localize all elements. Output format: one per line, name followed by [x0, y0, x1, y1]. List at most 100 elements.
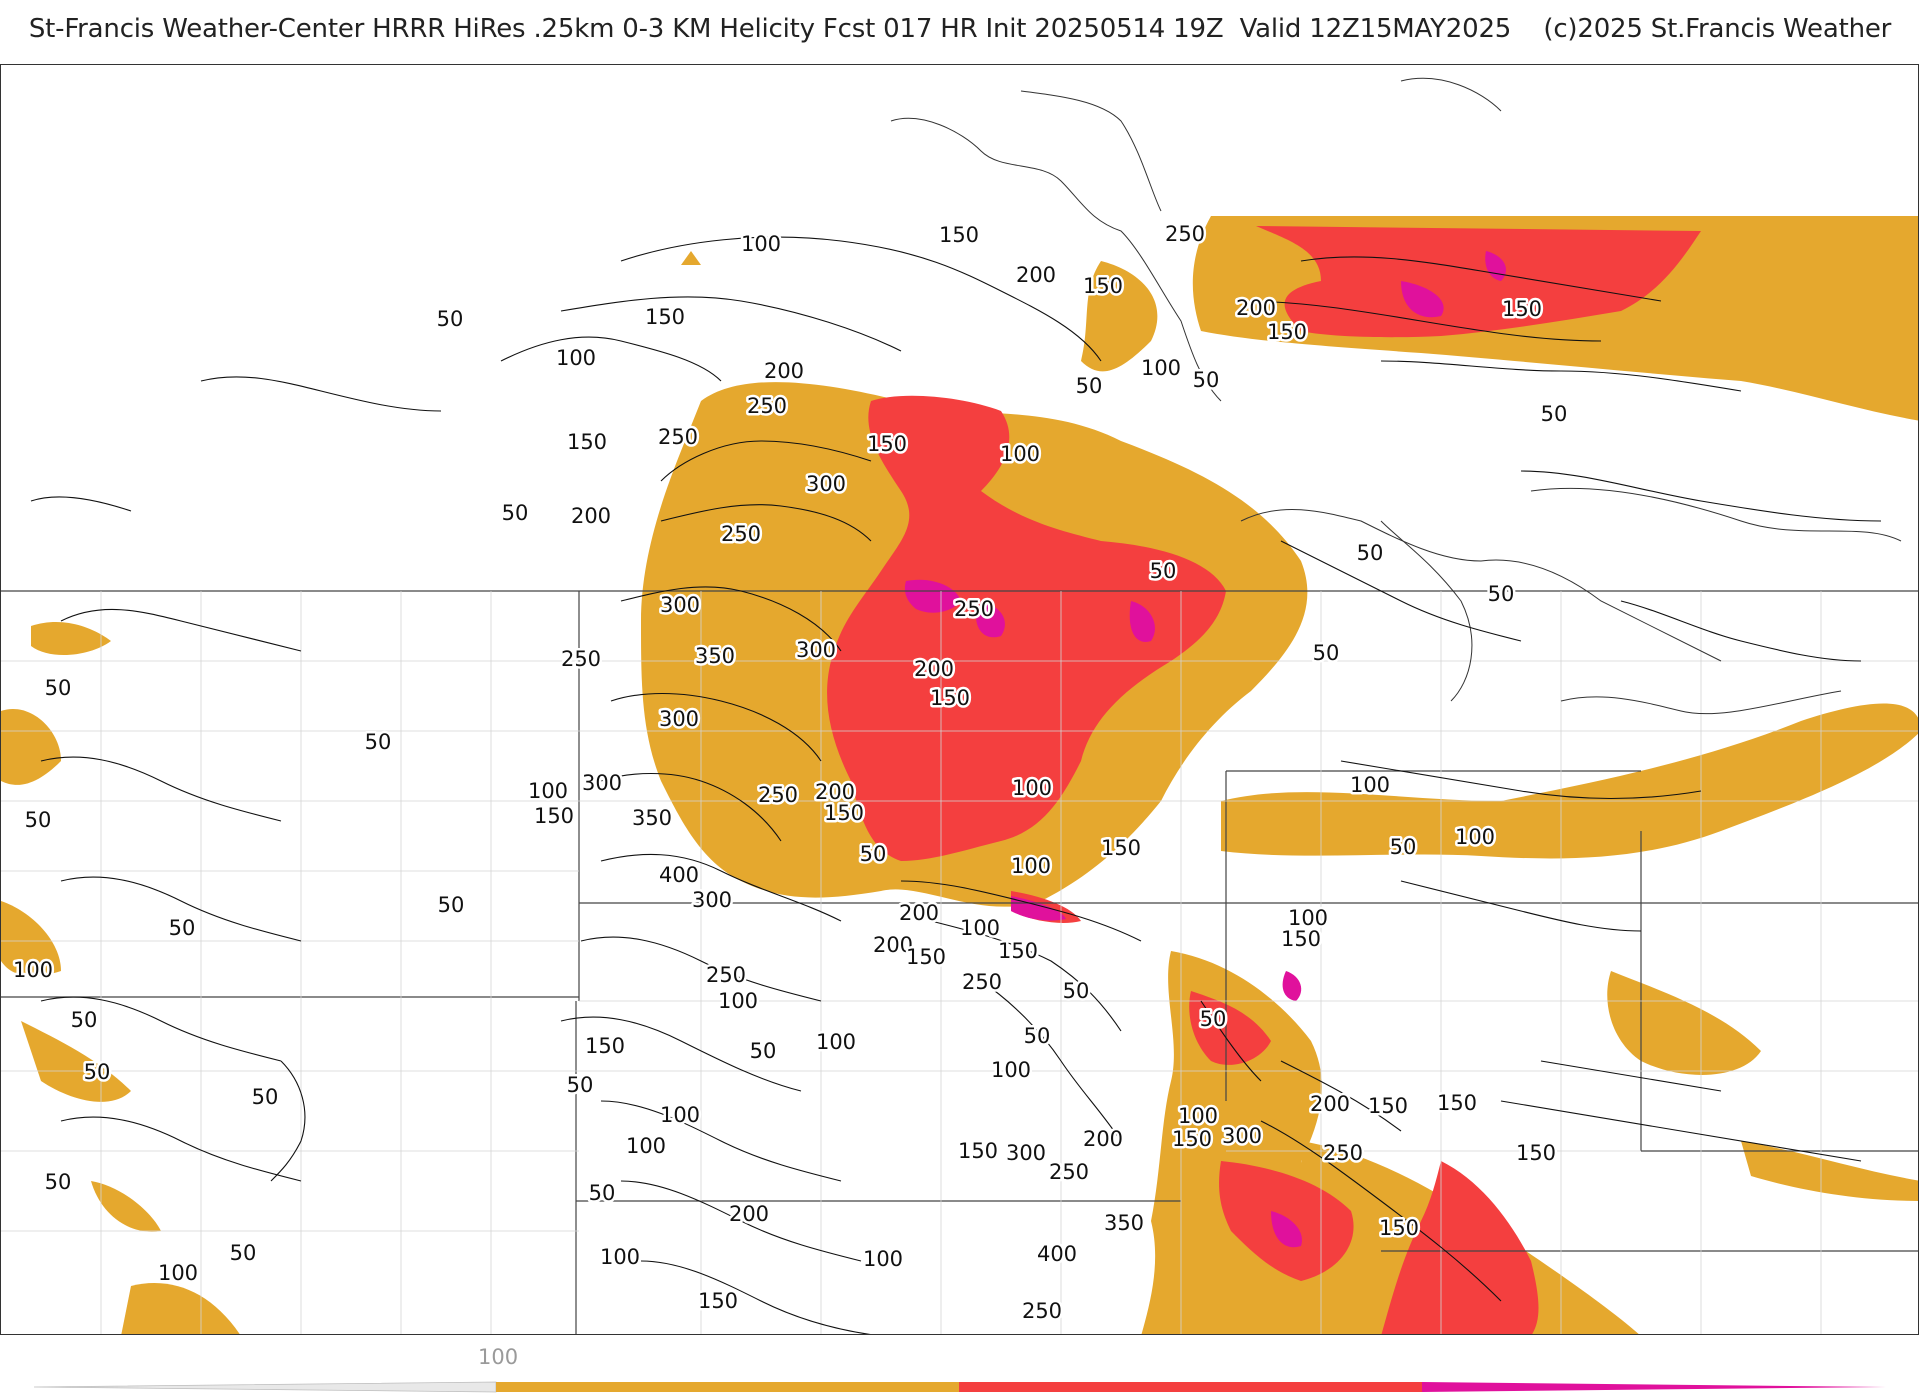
contour-label: 100 — [960, 916, 1000, 940]
contour-label: 100 — [1011, 854, 1051, 878]
contour-label: 150 — [1281, 927, 1321, 951]
contour-label: 150 — [939, 223, 979, 247]
contour-label: 150 — [698, 1289, 738, 1313]
contour-label: 50 — [1200, 1007, 1227, 1031]
contour-label: 300 — [806, 472, 846, 496]
contour-label: 100 — [626, 1134, 666, 1158]
helicity-map: 150 100 50 150 100 200 250 250 150 150 300 100 50 200… — [0, 64, 1919, 1335]
legend-band-100-200 — [496, 1382, 959, 1392]
contour-label: 100 — [1012, 776, 1052, 800]
contour-label: 250 — [561, 647, 601, 671]
contour-label: 200 — [1236, 296, 1276, 320]
lake-coastlines — [890, 77, 1902, 715]
contour-label: 100 — [600, 1245, 640, 1269]
contour-label: 100 — [991, 1058, 1031, 1082]
legend-colorbar — [33, 1381, 1886, 1393]
contour-label: 150 — [1516, 1141, 1556, 1165]
contour-label: 100 — [741, 232, 781, 256]
legend-band-under-100 — [33, 1381, 497, 1393]
contour-label: 50 — [1357, 541, 1384, 565]
contour-label: 50 — [567, 1073, 594, 1097]
contour-label: 100 — [863, 1247, 903, 1271]
contour-label: 150 — [824, 801, 864, 825]
contour-label: 150 — [534, 804, 574, 828]
contour-label: 50 — [1390, 835, 1417, 859]
helicity-band-300-plus — [904, 251, 1506, 1248]
helicity-band-200-300 — [827, 226, 1701, 1334]
contour-label: 150 — [1172, 1127, 1212, 1151]
contour-label: 150 — [1437, 1091, 1477, 1115]
contour-label: 150 — [1267, 320, 1307, 344]
contour-label: 50 — [1541, 402, 1568, 426]
contour-label: 200 — [1016, 263, 1056, 287]
contour-label: 100 — [660, 1103, 700, 1127]
contour-label: 50 — [437, 307, 464, 331]
contour-label: 200 — [1083, 1127, 1123, 1151]
contour-label: 300 — [692, 888, 732, 912]
contour-label: 250 — [758, 783, 798, 807]
contour-label: 50 — [589, 1181, 616, 1205]
contour-label: 350 — [632, 806, 672, 830]
contour-label: 50 — [365, 730, 392, 754]
contour-label: 100 — [718, 989, 758, 1013]
contour-label: 400 — [659, 863, 699, 887]
contour-label: 150 — [1502, 297, 1542, 321]
contour-label: 250 — [962, 970, 1002, 994]
contour-label: 150 — [906, 945, 946, 969]
contour-label: 100 — [556, 346, 596, 370]
contour-label: 150 — [567, 430, 607, 454]
state-borders — [1, 590, 1918, 1334]
contour-label: 200 — [914, 657, 954, 681]
contour-label: 50 — [1313, 641, 1340, 665]
contour-label: 50 — [252, 1085, 279, 1109]
contour-label: 250 — [721, 522, 761, 546]
legend-band-200-300 — [959, 1382, 1422, 1392]
contour-label: 50 — [860, 842, 887, 866]
contour-label: 50 — [1063, 979, 1090, 1003]
contour-label: 200 — [899, 901, 939, 925]
contour-label: 100 — [1141, 356, 1181, 380]
contour-label: 50 — [45, 676, 72, 700]
contour-label: 250 — [954, 597, 994, 621]
county-lines — [1, 591, 1918, 1334]
contour-label: 350 — [1104, 1211, 1144, 1235]
contour-label: 250 — [1165, 222, 1205, 246]
contour-label: 300 — [659, 707, 699, 731]
legend: 100 — [0, 1335, 1920, 1400]
contour-label: 150 — [645, 305, 685, 329]
contour-label: 150 — [1101, 836, 1141, 860]
contour-label: 200 — [729, 1202, 769, 1226]
contour-label: 50 — [84, 1060, 111, 1084]
contour-label: 50 — [1150, 559, 1177, 583]
contour-label: 200 — [1310, 1092, 1350, 1116]
contour-label: 50 — [1193, 368, 1220, 392]
contour-label: 100 — [528, 779, 568, 803]
contour-label: 50 — [438, 893, 465, 917]
contour-label: 50 — [1076, 374, 1103, 398]
contour-label: 50 — [25, 808, 52, 832]
contour-label: 200 — [571, 504, 611, 528]
contour-label: 50 — [169, 916, 196, 940]
contour-label: 100 — [1455, 825, 1495, 849]
contour-label: 50 — [750, 1039, 777, 1063]
legend-tick-label: 100 — [478, 1345, 519, 1369]
contour-label: 50 — [71, 1008, 98, 1032]
contour-label: 100 — [1350, 773, 1390, 797]
contour-label: 150 — [1083, 274, 1123, 298]
map-title: St-Francis Weather-Center HRRR HiRes .25… — [28, 14, 1892, 44]
contour-label: 200 — [764, 359, 804, 383]
contour-label: 150 — [1368, 1094, 1408, 1118]
contour-label: 50 — [502, 501, 529, 525]
contour-label: 100 — [158, 1261, 198, 1285]
contour-label: 300 — [1006, 1141, 1046, 1165]
contour-label: 150 — [1379, 1216, 1419, 1240]
contour-label: 250 — [658, 425, 698, 449]
contour-label: 100 — [13, 958, 53, 982]
helicity-contours — [30, 236, 1882, 1334]
contour-label: 250 — [1049, 1160, 1089, 1184]
contour-label: 150 — [958, 1139, 998, 1163]
contour-label: 300 — [1222, 1124, 1262, 1148]
contour-label: 400 — [1037, 1242, 1077, 1266]
